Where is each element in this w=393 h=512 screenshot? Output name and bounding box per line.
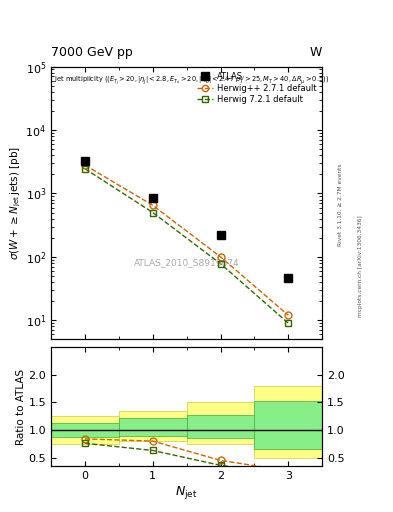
Legend: ATLAS, Herwig++ 2.7.1 default, Herwig 7.2.1 default: ATLAS, Herwig++ 2.7.1 default, Herwig 7.… — [195, 71, 318, 106]
Text: Rivet 3.1.10, ≥ 2.7M events: Rivet 3.1.10, ≥ 2.7M events — [338, 163, 343, 246]
Text: mcplots.cern.ch [arXiv:1306.3436]: mcplots.cern.ch [arXiv:1306.3436] — [358, 216, 363, 317]
Bar — [255, 401, 322, 450]
Y-axis label: $\sigma(W + \geq N_{\mathrm{jet}}\,\mathrm{jets})$ [pb]: $\sigma(W + \geq N_{\mathrm{jet}}\,\math… — [8, 146, 23, 260]
Bar — [119, 411, 187, 441]
Bar — [51, 423, 119, 437]
Y-axis label: Ratio to ATLAS: Ratio to ATLAS — [16, 369, 26, 444]
Text: W: W — [310, 46, 322, 59]
Text: ATLAS_2010_S8919674: ATLAS_2010_S8919674 — [134, 259, 239, 268]
Bar — [51, 416, 119, 444]
Bar — [119, 418, 187, 436]
Text: Jet multiplicity (($E_{T_j}{>}20,|\eta_j|{<}2.8,E_{T_o}{>}20,|\eta_o|{<}2.47\ p_: Jet multiplicity (($E_{T_j}{>}20,|\eta_j… — [54, 75, 329, 88]
Text: 7000 GeV pp: 7000 GeV pp — [51, 46, 133, 59]
Bar — [255, 386, 322, 458]
Bar — [187, 415, 255, 438]
X-axis label: $N_{\mathrm{jet}}$: $N_{\mathrm{jet}}$ — [176, 483, 198, 501]
Bar — [187, 402, 255, 444]
